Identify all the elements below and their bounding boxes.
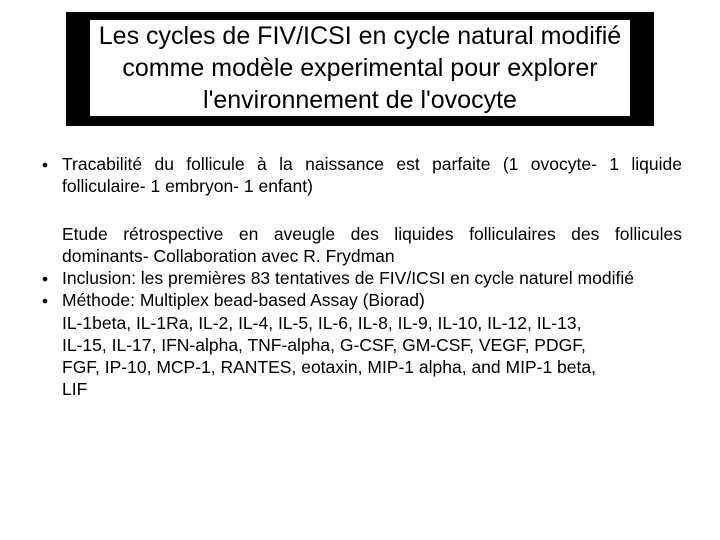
subline: IL-1beta, IL-1Ra, IL-2, IL-4, IL-5, IL-6… bbox=[62, 313, 682, 335]
subline-block: IL-1beta, IL-1Ra, IL-2, IL-4, IL-5, IL-6… bbox=[38, 313, 682, 401]
bullet-text: Inclusion: les premières 83 tentatives d… bbox=[62, 268, 682, 291]
bullet-item: • Tracabilité du follicule à la naissanc… bbox=[38, 154, 682, 198]
bullet-dot-icon: • bbox=[42, 154, 62, 198]
subline: LIF bbox=[62, 379, 682, 401]
slide: Les cycles de FIV/ICSI en cycle natural … bbox=[0, 0, 720, 540]
bullet-item: • Méthode: Multiplex bead-based Assay (B… bbox=[38, 290, 682, 313]
slide-body: • Tracabilité du follicule à la naissanc… bbox=[38, 154, 682, 401]
title-inner: Les cycles de FIV/ICSI en cycle natural … bbox=[90, 20, 630, 116]
bullet-text: Méthode: Multiplex bead-based Assay (Bio… bbox=[62, 290, 682, 313]
subline: FGF, IP-10, MCP-1, RANTES, eotaxin, MIP-… bbox=[62, 357, 682, 379]
title-box: Les cycles de FIV/ICSI en cycle natural … bbox=[66, 12, 654, 126]
slide-title: Les cycles de FIV/ICSI en cycle natural … bbox=[90, 20, 630, 116]
bullet-item: • Inclusion: les premières 83 tentatives… bbox=[38, 268, 682, 291]
subline: IL-15, IL-17, IFN-alpha, TNF-alpha, G-CS… bbox=[62, 335, 682, 357]
bullet-dot-icon: • bbox=[42, 290, 62, 313]
bullet-dot-icon: • bbox=[42, 268, 62, 291]
bullet-text: Tracabilité du follicule à la naissance … bbox=[62, 154, 682, 198]
paragraph: Etude rétrospective en aveugle des liqui… bbox=[62, 224, 682, 268]
